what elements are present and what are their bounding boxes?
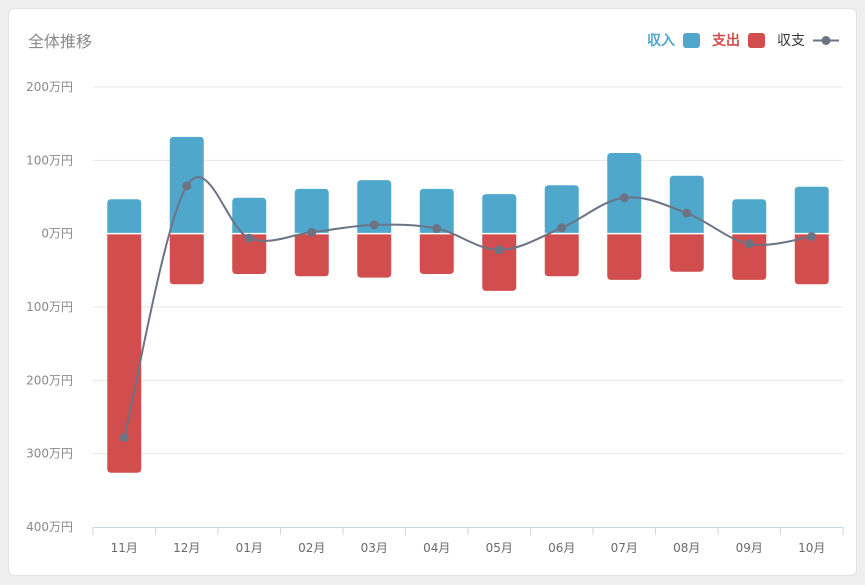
income-bar — [482, 194, 517, 234]
income-bar — [294, 188, 329, 234]
balance-point — [119, 433, 129, 443]
x-tick-label: 02月 — [298, 541, 325, 555]
income-bar — [794, 186, 829, 234]
balance-point — [494, 245, 504, 255]
balance-point — [557, 223, 567, 233]
x-tick-label: 07月 — [611, 541, 638, 555]
income-bar — [544, 185, 579, 234]
balance-point — [244, 233, 254, 243]
x-tick-label: 04月 — [423, 541, 450, 555]
balance-point — [432, 224, 442, 234]
expense-bar — [419, 233, 454, 274]
expense-bar — [169, 233, 204, 285]
income-bar — [419, 188, 454, 234]
expense-bar — [607, 233, 642, 280]
legend-label-income[interactable]: 収入 — [647, 33, 675, 49]
legend-swatch-expense[interactable] — [748, 32, 765, 48]
income-bar — [107, 199, 142, 234]
y-tick-label: 200万円 — [26, 80, 73, 94]
y-tick-label: 100万円 — [26, 300, 73, 314]
income-bar — [732, 199, 767, 234]
balance-point — [744, 239, 754, 249]
y-tick-label: 400万円 — [26, 520, 73, 534]
y-tick-label: 100万円 — [26, 153, 73, 167]
income-bar — [232, 197, 267, 234]
balance-point — [307, 227, 317, 237]
legend-swatch-income[interactable] — [683, 32, 700, 48]
expense-bar — [482, 233, 517, 291]
y-tick-label: 0万円 — [41, 227, 73, 241]
chart-legend: 収入 支出 収支 — [647, 30, 839, 50]
legend-label-balance[interactable]: 収支 — [777, 33, 805, 49]
balance-point — [369, 220, 379, 230]
x-tick-label: 08月 — [673, 541, 700, 555]
legend-line-balance-icon[interactable] — [813, 33, 839, 48]
balance-point — [807, 232, 817, 242]
x-tick-label: 11月 — [111, 541, 138, 555]
legend-label-expense[interactable]: 支出 — [712, 33, 740, 49]
expense-bar — [232, 233, 267, 274]
x-tick-label: 12月 — [173, 541, 200, 555]
x-tick-label: 06月 — [548, 541, 575, 555]
expense-bar — [669, 233, 704, 272]
income-bar — [669, 175, 704, 234]
expense-bar — [357, 233, 392, 278]
y-tick-label: 200万円 — [26, 373, 73, 387]
y-tick-label: 300万円 — [26, 447, 73, 461]
x-tick-label: 03月 — [361, 541, 388, 555]
chart-title: 全体推移 — [28, 32, 93, 51]
expense-bar — [794, 233, 829, 285]
balance-point — [682, 208, 692, 218]
chart-card — [8, 8, 857, 576]
x-tick-label: 01月 — [236, 541, 263, 555]
income-bar — [357, 180, 392, 234]
balance-point — [182, 181, 192, 191]
x-tick-label: 05月 — [486, 541, 513, 555]
x-tick-label: 10月 — [798, 541, 825, 555]
balance-point — [619, 193, 629, 203]
x-tick-label: 09月 — [736, 541, 763, 555]
expense-bar — [544, 233, 579, 277]
expense-bar — [107, 233, 142, 473]
expense-bar — [294, 233, 329, 277]
